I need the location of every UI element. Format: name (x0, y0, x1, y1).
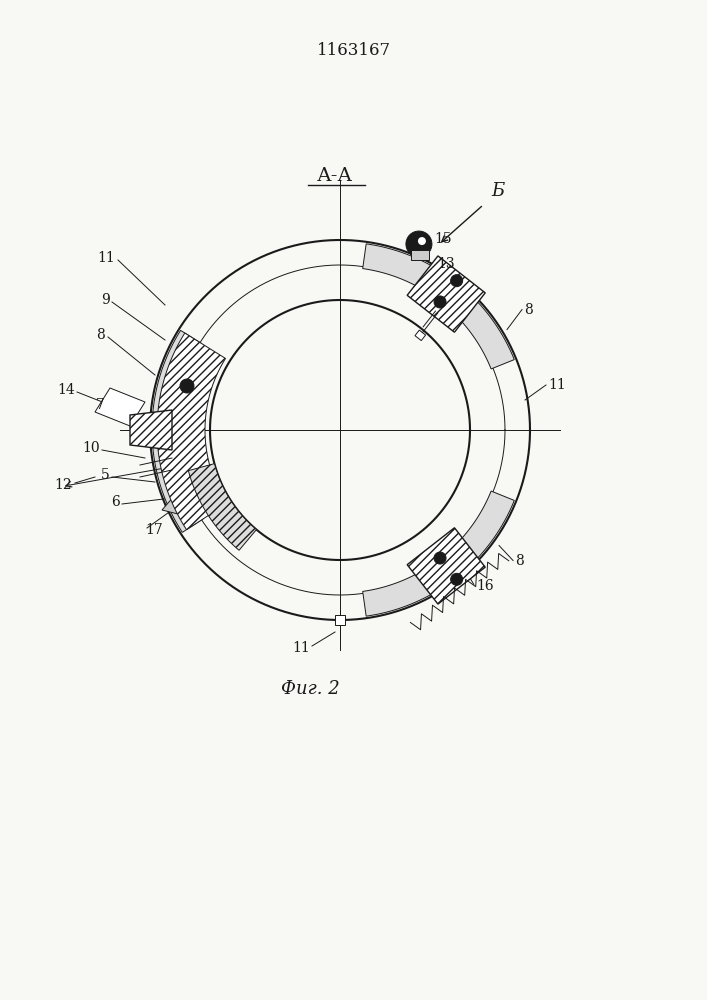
Polygon shape (411, 250, 429, 260)
Polygon shape (407, 528, 485, 604)
Text: 11: 11 (98, 251, 115, 265)
Polygon shape (165, 455, 202, 488)
Circle shape (450, 573, 462, 585)
Text: 8: 8 (515, 554, 524, 568)
Circle shape (450, 275, 462, 287)
Text: 7: 7 (96, 398, 105, 412)
Text: 14: 14 (57, 383, 75, 397)
Text: 12: 12 (54, 478, 72, 492)
Text: 5: 5 (101, 468, 110, 482)
Polygon shape (152, 330, 204, 532)
Text: А-А: А-А (317, 167, 353, 185)
Text: 13: 13 (437, 257, 455, 271)
Text: Фиг. 2: Фиг. 2 (281, 680, 339, 698)
Text: 15: 15 (434, 232, 452, 246)
Text: 6: 6 (111, 495, 120, 509)
Polygon shape (363, 491, 514, 616)
Polygon shape (335, 615, 345, 625)
Polygon shape (130, 410, 172, 450)
Circle shape (406, 231, 432, 257)
Circle shape (180, 379, 194, 393)
Text: 11: 11 (292, 641, 310, 655)
Polygon shape (415, 330, 426, 341)
Polygon shape (188, 464, 257, 550)
Polygon shape (363, 244, 514, 369)
Text: 9: 9 (101, 293, 110, 307)
Text: 10: 10 (83, 441, 100, 455)
Text: 1163167: 1163167 (317, 42, 391, 59)
Circle shape (434, 296, 446, 308)
Text: 17: 17 (145, 523, 163, 537)
Circle shape (418, 237, 426, 245)
Polygon shape (162, 482, 200, 515)
Text: 8: 8 (96, 328, 105, 342)
Polygon shape (157, 333, 227, 530)
Text: 11: 11 (548, 378, 566, 392)
Text: 16: 16 (476, 579, 493, 593)
Polygon shape (95, 388, 145, 426)
Polygon shape (407, 256, 485, 332)
Text: Б: Б (491, 182, 505, 200)
Circle shape (434, 552, 446, 564)
Text: 8: 8 (524, 303, 533, 317)
